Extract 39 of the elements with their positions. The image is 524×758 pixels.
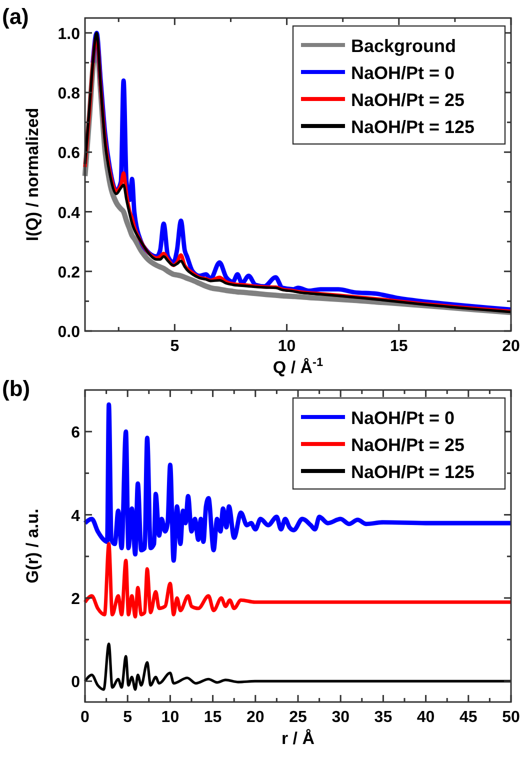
x-tick-label: 20 [502,338,520,355]
y-tick-label: 0.0 [58,324,80,341]
x-axis-title: r / Å [281,729,315,748]
legend-label: NaOH/Pt = 25 [351,435,465,455]
x-axis-title: Q / Å$^{-1}$ [272,355,324,377]
line-series [83,542,513,618]
y-tick-label: 0.6 [58,145,80,162]
x-tick-label: 40 [416,709,435,726]
x-tick-label: 30 [332,709,350,726]
x-tick-label: 45 [460,709,478,726]
y-tick-label: 0.8 [58,86,80,103]
y-axis-title: I(Q) / normalized [23,108,42,242]
y-tick-label: 2 [71,591,80,608]
x-tick-label: 20 [246,709,264,726]
legend-label: NaOH/Pt = 25 [351,90,465,110]
x-tick-label: 10 [278,338,296,355]
y-tick-label: 0 [71,674,80,692]
y-tick-label: 1.0 [58,26,80,43]
x-tick-label: 50 [502,709,520,726]
legend-label: NaOH/Pt = 125 [351,462,475,482]
y-tick-label: 0.4 [58,204,80,222]
y-tick-label: 0.2 [58,264,80,282]
chart-title: (b) [2,376,30,401]
x-tick-label: 10 [161,709,180,726]
legend-label: NaOH/Pt = 0 [351,63,455,83]
x-tick-label: 15 [390,338,408,355]
legend-label: Background [351,36,456,56]
legend-label: NaOH/Pt = 125 [351,117,475,137]
x-tick-label: 15 [204,709,222,726]
x-tick-label: 5 [123,709,132,726]
x-tick-label: 35 [374,709,392,726]
legend-label: NaOH/Pt = 0 [351,408,455,428]
y-tick-label: 6 [71,424,80,442]
line-series [84,642,512,691]
y-axis-title: G(r) / a.u. [23,508,42,584]
x-tick-label: 5 [170,338,180,355]
y-tick-label: 4 [71,508,80,525]
x-tick-label: 25 [289,709,307,726]
chart-title: (a) [2,4,29,29]
